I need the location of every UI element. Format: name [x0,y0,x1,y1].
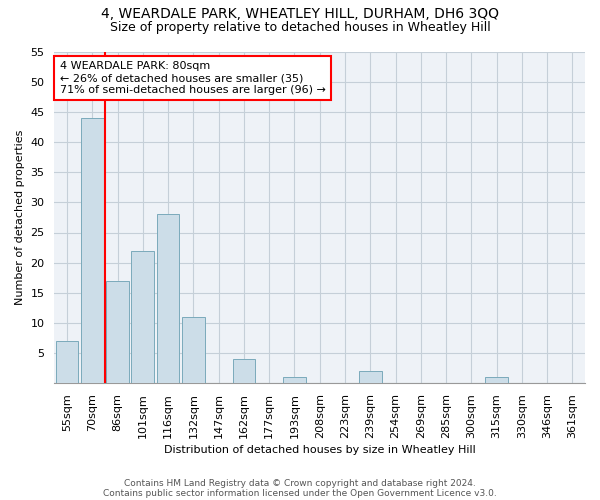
Bar [485,378,508,384]
Bar [56,341,79,384]
Text: Contains public sector information licensed under the Open Government Licence v3: Contains public sector information licen… [103,488,497,498]
Bar [233,359,255,384]
Bar [131,250,154,384]
Y-axis label: Number of detached properties: Number of detached properties [15,130,25,305]
Text: Contains HM Land Registry data © Crown copyright and database right 2024.: Contains HM Land Registry data © Crown c… [124,478,476,488]
Bar [157,214,179,384]
Text: 4, WEARDALE PARK, WHEATLEY HILL, DURHAM, DH6 3QQ: 4, WEARDALE PARK, WHEATLEY HILL, DURHAM,… [101,8,499,22]
Bar [359,372,382,384]
Text: 4 WEARDALE PARK: 80sqm
← 26% of detached houses are smaller (35)
71% of semi-det: 4 WEARDALE PARK: 80sqm ← 26% of detached… [60,62,326,94]
Bar [182,317,205,384]
X-axis label: Distribution of detached houses by size in Wheatley Hill: Distribution of detached houses by size … [164,445,476,455]
Bar [81,118,104,384]
Bar [283,378,306,384]
Bar [106,281,129,384]
Text: Size of property relative to detached houses in Wheatley Hill: Size of property relative to detached ho… [110,21,490,34]
